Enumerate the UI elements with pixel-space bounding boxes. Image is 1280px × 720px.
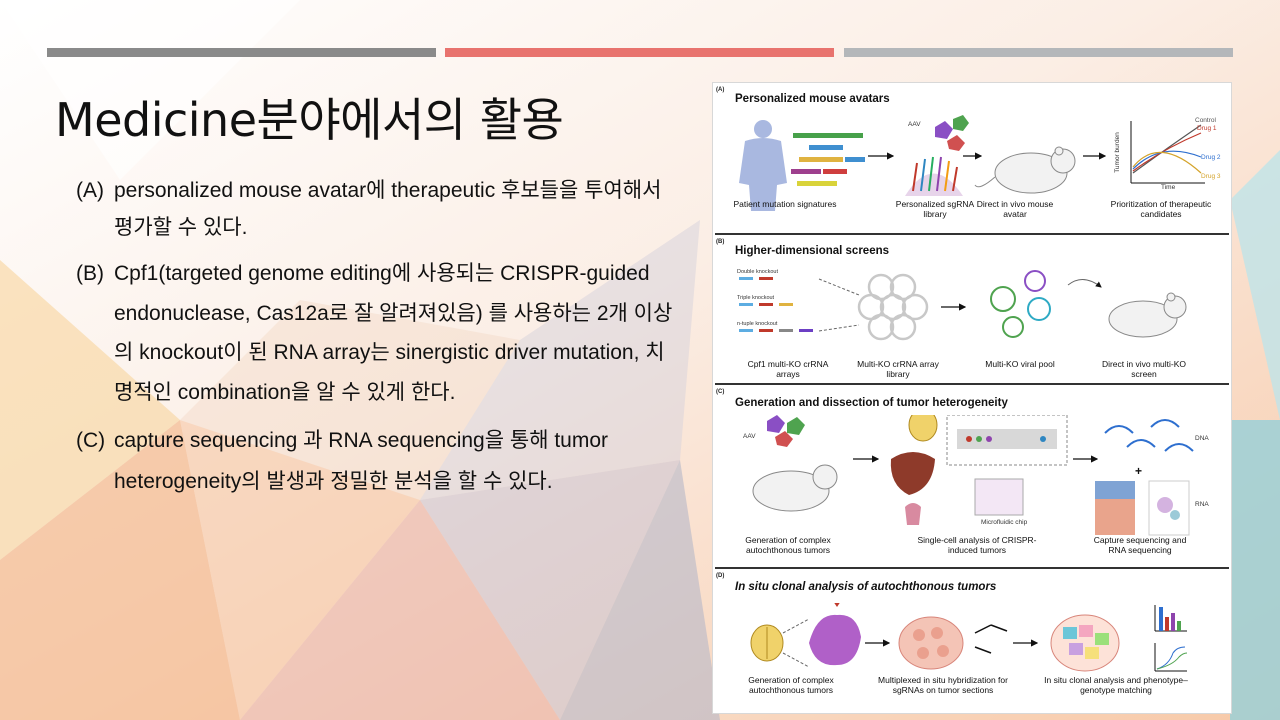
panel-divider bbox=[715, 383, 1229, 385]
caption: Direct in vivo mouse avatar bbox=[976, 199, 1054, 219]
bullet-label: (B) bbox=[76, 262, 104, 285]
rna-heatmap bbox=[1095, 480, 1190, 536]
panel-c: (C) Generation and dissection of tumor h… bbox=[713, 385, 1231, 567]
bullet-label: (C) bbox=[76, 429, 106, 452]
top-bar-right bbox=[844, 48, 1233, 57]
crispr-figure: (A) Personalized mouse avatars bbox=[712, 82, 1232, 714]
aav-virus-icons bbox=[767, 415, 805, 447]
caption: Multiplexed in situ hybridization for sg… bbox=[878, 675, 1008, 695]
microfluidic-chip bbox=[957, 429, 1057, 516]
tumor-organs-icons bbox=[890, 415, 938, 525]
mouse-icon bbox=[752, 464, 838, 512]
rna-label: RNA bbox=[1195, 501, 1209, 508]
crrna-library-rings bbox=[857, 273, 929, 341]
bullet-b: (B) Cpf1(targeted genome editing에 사용되는 C… bbox=[76, 254, 676, 412]
panel-label: (D) bbox=[716, 573, 725, 579]
caption: Cpf1 multi-KO crRNA arrays bbox=[747, 359, 829, 379]
svg-text:+: + bbox=[1135, 464, 1142, 478]
bullet-list: (A) personalized mouse avatar에 therapeut… bbox=[76, 172, 676, 502]
caption: Single-cell analysis of CRISPR-induced t… bbox=[917, 535, 1037, 555]
mutation-signature-bars bbox=[791, 133, 865, 186]
panel-b: (B) Higher-dimensional screens Double kn… bbox=[713, 235, 1231, 383]
capture-seq-arcs bbox=[1104, 419, 1194, 452]
panel-c-illustration: + bbox=[752, 415, 1194, 536]
top-bar-left bbox=[47, 48, 436, 57]
bullet-a: (A) personalized mouse avatar에 therapeut… bbox=[76, 172, 676, 246]
hybridization-section bbox=[898, 616, 964, 670]
tumor-section bbox=[809, 603, 861, 666]
clonal-analysis-section bbox=[1050, 614, 1120, 672]
mouse-avatar-icon bbox=[974, 146, 1076, 194]
panel-title: In situ clonal analysis of autochthonous… bbox=[735, 581, 997, 593]
ko-label: Double knockout bbox=[737, 269, 778, 275]
panel-title: Generation and dissection of tumor heter… bbox=[735, 397, 1008, 409]
legend-drug3: Drug 3 bbox=[1201, 173, 1221, 180]
panel-a-illustration bbox=[739, 115, 1205, 211]
panel-title: Personalized mouse avatars bbox=[735, 93, 890, 105]
chart-xlabel: Time bbox=[1161, 184, 1176, 191]
dna-label: DNA bbox=[1195, 435, 1209, 442]
panel-label: (C) bbox=[716, 389, 725, 395]
chart-ylabel: Tumor burden bbox=[1113, 132, 1121, 173]
panel-divider bbox=[715, 233, 1229, 235]
caption: Patient mutation signatures bbox=[733, 199, 837, 209]
viral-pool-icons bbox=[990, 270, 1051, 338]
panel-a: (A) Personalized mouse avatars bbox=[713, 83, 1231, 233]
caption: Multi-KO crRNA array library bbox=[857, 359, 939, 379]
legend-drug1: Drug 1 bbox=[1197, 125, 1217, 132]
brain-icon bbox=[750, 624, 784, 662]
slide-title: Medicine분야에서의 활용 bbox=[55, 93, 564, 147]
aav-label: AAV bbox=[743, 433, 756, 440]
caption: Multi-KO viral pool bbox=[985, 359, 1055, 369]
panel-label: (B) bbox=[716, 239, 725, 245]
caption: Direct in vivo multi-KO screen bbox=[1101, 359, 1187, 379]
panel-title: Higher-dimensional screens bbox=[735, 245, 890, 257]
bullet-text: personalized mouse avatar에 therapeutic 후… bbox=[114, 179, 662, 239]
chip-label: Microfluidic chip bbox=[981, 519, 1028, 526]
top-bar-middle bbox=[445, 48, 834, 57]
phenotype-curve-chart bbox=[1154, 643, 1188, 672]
caption: Generation of complex autochthonous tumo… bbox=[748, 675, 834, 695]
bullet-c: (C) capture sequencing 과 RNA sequencing을… bbox=[76, 420, 676, 502]
patient-body-icon bbox=[739, 120, 787, 211]
legend-control: Control bbox=[1195, 117, 1216, 124]
panel-divider bbox=[715, 567, 1229, 569]
crrna-arrays bbox=[739, 277, 813, 332]
panel-label: (A) bbox=[716, 87, 725, 93]
caption: Prioritization of therapeutic candidates bbox=[1110, 199, 1212, 219]
bullet-text: Cpf1(targeted genome editing에 사용되는 CRISP… bbox=[114, 262, 673, 404]
bullet-label: (A) bbox=[76, 179, 104, 202]
aav-label: AAV bbox=[908, 121, 921, 128]
caption: Capture sequencing and RNA sequencing bbox=[1093, 535, 1187, 555]
legend-drug2: Drug 2 bbox=[1201, 154, 1221, 161]
caption: In situ clonal analysis and phenotype–ge… bbox=[1044, 675, 1188, 695]
sgrna-library-tubes bbox=[905, 156, 963, 196]
mouse-screen-icon bbox=[1108, 292, 1187, 338]
aav-virus-icons bbox=[935, 115, 969, 151]
caption: Generation of complex autochthonous tumo… bbox=[745, 535, 831, 555]
probe-lines bbox=[974, 624, 1008, 654]
genotype-bar-chart bbox=[1154, 605, 1187, 632]
panel-d: (D) In situ clonal analysis of autochtho… bbox=[713, 569, 1231, 709]
treatment-response-chart bbox=[1130, 121, 1205, 184]
bullet-text: capture sequencing 과 RNA sequencing을 통해 … bbox=[114, 429, 609, 493]
ko-label: n-tuple knockout bbox=[737, 321, 778, 327]
ko-label: Triple knockout bbox=[737, 295, 775, 301]
panel-b-illustration bbox=[739, 270, 1187, 341]
panel-d-illustration bbox=[750, 603, 1188, 672]
caption: Personalized sgRNA library bbox=[895, 199, 975, 219]
